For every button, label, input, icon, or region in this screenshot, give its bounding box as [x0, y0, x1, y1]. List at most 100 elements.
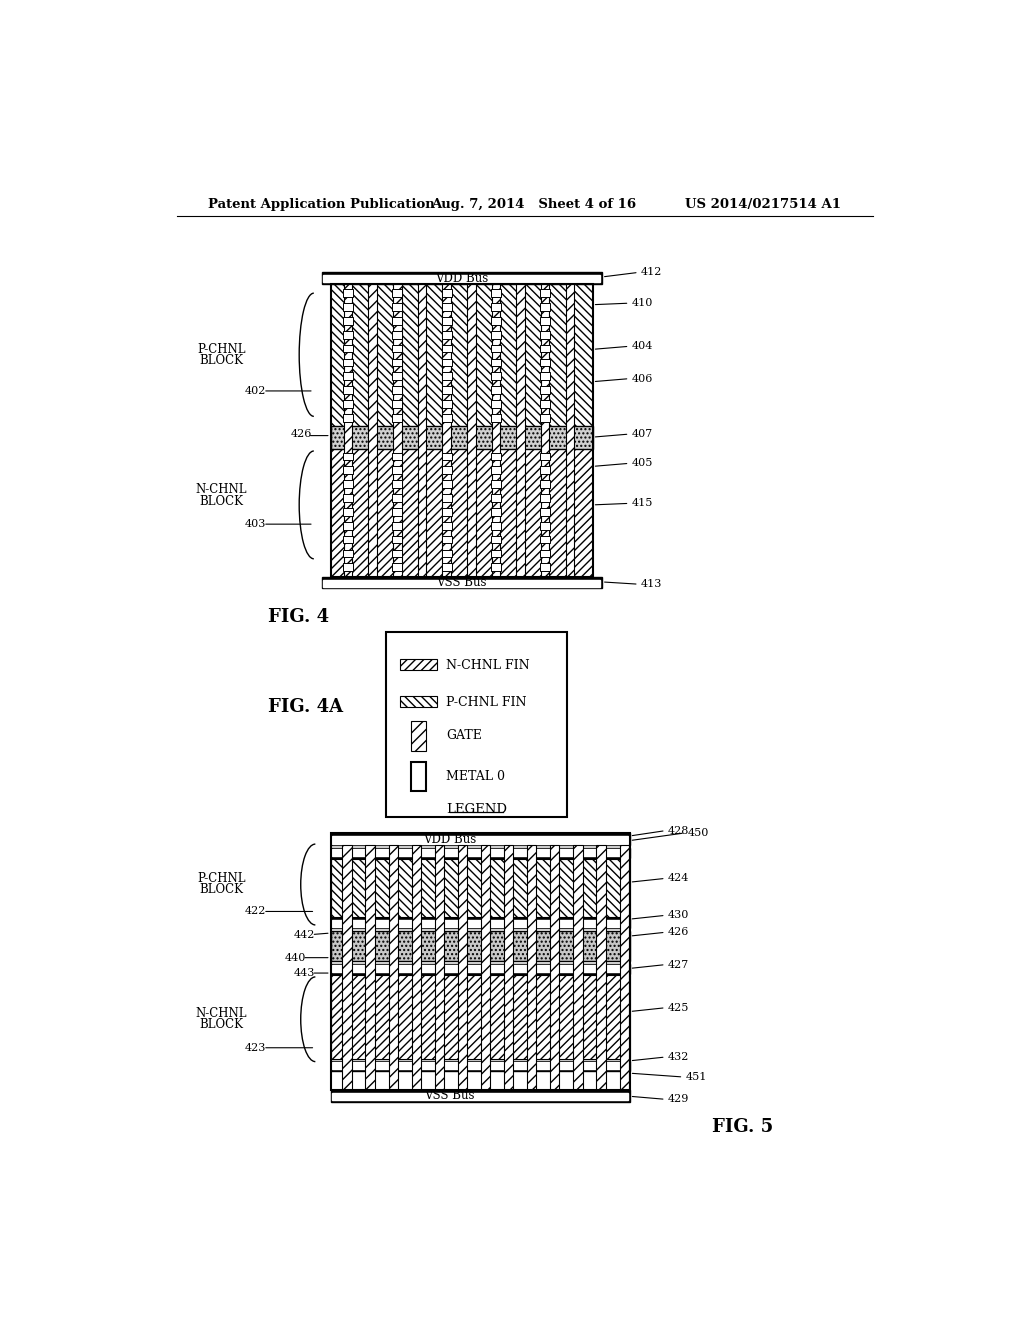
Bar [333, 920, 628, 927]
Bar [343, 536, 353, 544]
Bar [344, 284, 352, 577]
Bar [323, 276, 600, 282]
Bar [490, 508, 501, 516]
Bar [366, 845, 375, 1090]
Bar [541, 494, 550, 502]
Bar [393, 284, 401, 577]
Bar [541, 359, 550, 367]
Bar [490, 304, 501, 312]
Bar [343, 359, 353, 367]
Bar [411, 762, 426, 792]
Bar [392, 466, 402, 474]
Bar [392, 414, 402, 422]
Bar [392, 372, 402, 380]
Text: 430: 430 [668, 911, 689, 920]
Text: FIG. 5: FIG. 5 [712, 1118, 773, 1137]
Bar [331, 284, 593, 577]
Bar [343, 317, 353, 325]
Bar [392, 508, 402, 516]
Bar [441, 453, 452, 461]
Bar [392, 289, 402, 297]
Bar [541, 508, 550, 516]
Text: 405: 405 [632, 458, 653, 469]
Text: 428: 428 [668, 825, 689, 836]
Bar [343, 289, 353, 297]
Text: VDD Bus: VDD Bus [423, 833, 476, 846]
Bar [322, 577, 602, 589]
Bar [490, 372, 501, 380]
Bar [392, 304, 402, 312]
Bar [458, 845, 467, 1090]
Bar [541, 289, 550, 297]
Bar [441, 549, 452, 557]
Bar [343, 549, 353, 557]
Bar [490, 317, 501, 325]
Text: N-CHNL: N-CHNL [196, 1007, 247, 1019]
Bar [343, 480, 353, 488]
Text: P-CHNL: P-CHNL [198, 871, 246, 884]
Text: 402: 402 [245, 385, 266, 396]
Bar [343, 387, 353, 395]
Bar [343, 331, 353, 339]
Bar [331, 919, 630, 928]
Text: 422: 422 [245, 907, 266, 916]
Bar [527, 845, 537, 1090]
Bar [342, 845, 351, 1090]
Text: 412: 412 [641, 268, 663, 277]
Bar [392, 564, 402, 572]
Text: GATE: GATE [446, 730, 482, 742]
Bar [333, 965, 628, 973]
Bar [441, 345, 452, 352]
Text: LEGEND: LEGEND [446, 803, 507, 816]
Bar [343, 414, 353, 422]
Bar [541, 564, 550, 572]
Text: BLOCK: BLOCK [200, 495, 244, 508]
Bar [490, 466, 501, 474]
Text: 451: 451 [686, 1072, 708, 1082]
Bar [343, 304, 353, 312]
Bar [541, 304, 550, 312]
Bar [331, 932, 630, 961]
Bar [441, 480, 452, 488]
Text: 404: 404 [632, 342, 653, 351]
Bar [541, 536, 550, 544]
Bar [467, 284, 475, 577]
Text: BLOCK: BLOCK [200, 1018, 244, 1031]
Bar [392, 317, 402, 325]
Bar [411, 721, 426, 751]
Bar [441, 372, 452, 380]
Text: P-CHNL: P-CHNL [198, 343, 246, 356]
Text: 432: 432 [668, 1052, 689, 1063]
Text: 426: 426 [291, 429, 312, 440]
Bar [541, 387, 550, 395]
Bar [400, 659, 437, 671]
Bar [541, 284, 550, 577]
Bar [331, 847, 630, 858]
Bar [541, 480, 550, 488]
Text: BLOCK: BLOCK [200, 883, 244, 896]
Bar [343, 372, 353, 380]
Bar [441, 494, 452, 502]
Bar [573, 845, 583, 1090]
Text: METAL 0: METAL 0 [446, 770, 505, 783]
Bar [343, 400, 353, 408]
Text: 424: 424 [668, 874, 689, 883]
Bar [565, 284, 574, 577]
Bar [541, 466, 550, 474]
Bar [541, 331, 550, 339]
Bar [322, 272, 602, 284]
Bar [392, 331, 402, 339]
Text: 406: 406 [632, 374, 653, 384]
Bar [331, 975, 630, 1059]
Bar [441, 521, 452, 529]
Bar [392, 400, 402, 408]
Bar [442, 284, 451, 577]
Text: FIG. 4A: FIG. 4A [267, 698, 343, 715]
Bar [392, 345, 402, 352]
Bar [333, 1063, 628, 1069]
Text: 403: 403 [245, 519, 266, 529]
Bar [541, 345, 550, 352]
Bar [490, 480, 501, 488]
Bar [343, 345, 353, 352]
Bar [343, 508, 353, 516]
